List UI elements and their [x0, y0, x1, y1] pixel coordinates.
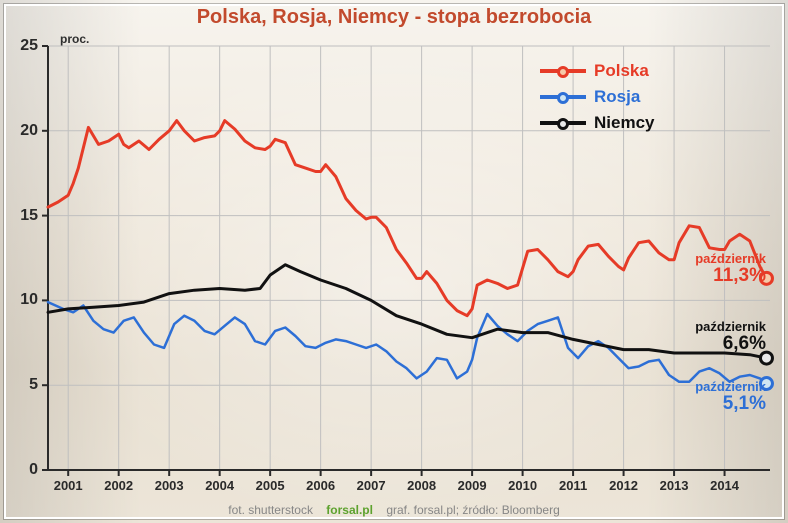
credits-line: fot. shutterstock forsal.pl graf. forsal… [0, 503, 788, 517]
y-tick-label: 20 [20, 122, 38, 140]
y-tick-label: 25 [20, 37, 38, 55]
end-label-month: październik [695, 320, 766, 334]
series-line-polska [48, 121, 767, 316]
x-tick-label: 2001 [54, 478, 83, 493]
end-label-month: październik [695, 252, 766, 266]
series-line-rosja [48, 302, 767, 383]
legend-swatch-marker [557, 66, 569, 78]
x-tick-label: 2013 [660, 478, 689, 493]
end-label-value: 6,6% [695, 334, 766, 354]
end-label-niemcy: październik6,6% [695, 320, 766, 354]
x-tick-label: 2009 [458, 478, 487, 493]
legend-swatch-line [540, 95, 586, 99]
legend-swatch-marker [557, 92, 569, 104]
chart-root: Polska, Rosja, Niemcy - stopa bezrobocia… [0, 0, 788, 523]
end-label-month: październik [695, 380, 766, 394]
y-tick-label: 5 [29, 376, 38, 394]
x-tick-label: 2004 [205, 478, 234, 493]
x-tick-label: 2002 [104, 478, 133, 493]
end-label-value: 5,1% [695, 394, 766, 414]
credits-photo: fot. shutterstock [228, 503, 313, 517]
legend-label: Polska [594, 61, 649, 81]
x-tick-label: 2003 [155, 478, 184, 493]
y-tick-label: 0 [29, 461, 38, 479]
legend-label: Niemcy [594, 113, 654, 133]
end-label-polska: październik11,3% [695, 252, 766, 286]
end-marker-niemcy [760, 352, 772, 364]
x-tick-label: 2008 [407, 478, 436, 493]
credits-source: graf. forsal.pl; źródło: Bloomberg [386, 503, 559, 517]
x-tick-label: 2006 [306, 478, 335, 493]
gridlines [48, 46, 770, 470]
series-lines [48, 121, 767, 384]
x-tick-label: 2014 [710, 478, 739, 493]
chart-svg [0, 0, 788, 523]
x-tick-label: 2005 [256, 478, 285, 493]
legend-item-polska: Polska [540, 58, 654, 84]
y-tick-label: 15 [20, 207, 38, 225]
legend-item-niemcy: Niemcy [540, 110, 654, 136]
y-tick-label: 10 [20, 291, 38, 309]
legend-swatch-marker [557, 118, 569, 130]
x-tick-label: 2007 [357, 478, 386, 493]
credits-brand: forsal.pl [326, 503, 373, 517]
legend-swatch-line [540, 121, 586, 125]
x-tick-label: 2012 [609, 478, 638, 493]
legend-label: Rosja [594, 87, 640, 107]
x-tick-label: 2011 [559, 478, 587, 493]
end-label-value: 11,3% [695, 266, 766, 286]
x-tick-label: 2010 [508, 478, 537, 493]
legend: Polska Rosja Niemcy [540, 58, 654, 136]
end-label-rosja: październik5,1% [695, 380, 766, 414]
legend-swatch-line [540, 69, 586, 73]
legend-item-rosja: Rosja [540, 84, 654, 110]
